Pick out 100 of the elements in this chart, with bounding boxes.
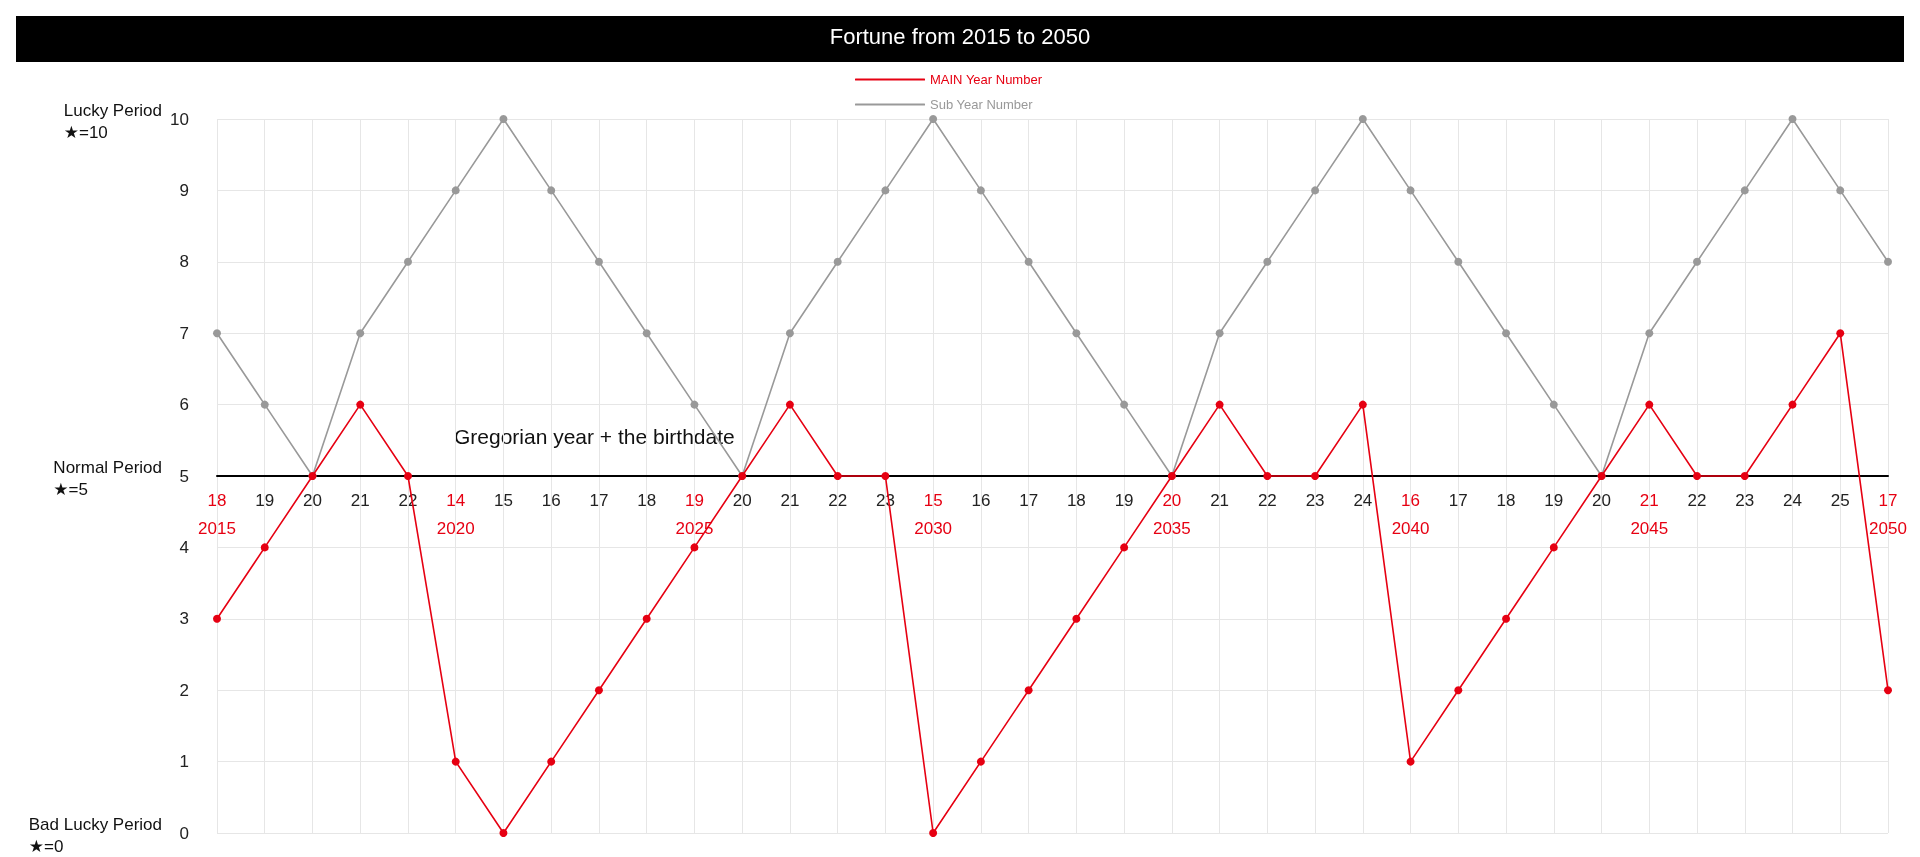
- point: [1884, 257, 1892, 266]
- x-tick-label: 16: [541, 490, 561, 510]
- point: [785, 400, 794, 409]
- text: Normal Period ★=5: [53, 457, 163, 499]
- x-tick-label: 18: [1496, 490, 1516, 510]
- x-tick-label: 17: [1019, 490, 1039, 510]
- point: [976, 757, 985, 766]
- point: [1645, 329, 1654, 338]
- point: [1311, 186, 1320, 195]
- x-tick-label: 23: [1305, 490, 1325, 510]
- text: Lucky Period ★=10: [63, 100, 163, 142]
- y-tick-label: 0: [179, 823, 189, 843]
- point: [1454, 257, 1463, 266]
- point: [1215, 329, 1224, 338]
- point: [1788, 115, 1797, 123]
- x-tick-label: 20: [303, 490, 322, 510]
- point: [1406, 186, 1415, 195]
- point: [594, 257, 603, 266]
- y-tick-label: 10: [170, 109, 189, 129]
- point: [1120, 400, 1129, 409]
- point: [499, 115, 508, 123]
- point: [1024, 686, 1033, 695]
- point: [929, 115, 938, 123]
- point: [499, 829, 508, 837]
- point: [594, 686, 603, 695]
- point: [403, 472, 412, 480]
- x-tick-label: 18: [637, 490, 657, 510]
- y-tick-label: 4: [179, 537, 189, 557]
- point: [1549, 400, 1558, 409]
- x-tick-label: 17: [589, 490, 609, 510]
- point: [1263, 257, 1272, 266]
- y-tick-label: 2: [179, 680, 189, 700]
- point: [1358, 115, 1367, 123]
- y-tick-label: 3: [179, 609, 189, 629]
- x-tick-label: 19: [255, 490, 275, 510]
- point: [260, 400, 269, 409]
- point: [547, 186, 556, 195]
- point: [833, 472, 842, 480]
- x-tick-label: 25: [1830, 490, 1850, 510]
- point: [929, 829, 938, 837]
- point: [1884, 686, 1892, 695]
- x-tick-label: 16 2040: [1391, 490, 1430, 538]
- point: [785, 329, 794, 338]
- x-tick-label: 22: [1687, 490, 1707, 510]
- point: [356, 329, 365, 338]
- x-tick-label: 24: [1353, 490, 1373, 510]
- point: [642, 329, 651, 338]
- point: [1502, 329, 1511, 338]
- point: [1788, 400, 1797, 409]
- point: [1263, 472, 1272, 480]
- point: [1120, 543, 1129, 552]
- point: [1740, 186, 1749, 195]
- point: [1072, 329, 1081, 338]
- x-tick-label: 15: [494, 490, 513, 510]
- point: [1549, 543, 1558, 552]
- x-tick-label: 21: [780, 490, 800, 510]
- point: [1454, 686, 1463, 695]
- series-label: Sub Year Number: [930, 97, 1034, 112]
- point: [1024, 257, 1033, 266]
- point: [260, 543, 269, 552]
- x-tick-label: 17: [1448, 490, 1468, 510]
- x-tick-label: 20 2035: [1152, 490, 1191, 538]
- x-tick-label: 23: [1735, 490, 1755, 510]
- point: [690, 400, 699, 409]
- x-tick-label: 18 2015: [198, 490, 236, 538]
- point: [451, 186, 460, 195]
- point: [403, 257, 412, 266]
- point: [1740, 472, 1749, 480]
- point: [690, 543, 699, 552]
- point: [1406, 757, 1415, 766]
- x-tick-label: 22: [1257, 490, 1277, 510]
- point: [881, 186, 890, 195]
- annotation: Gregorian year + the birthdate: [453, 425, 735, 448]
- x-tick-label: 22: [828, 490, 848, 510]
- x-tick-label: 24: [1783, 490, 1802, 510]
- point: [976, 186, 985, 195]
- text: MAIN Year Number: [930, 72, 1043, 87]
- x-tick-label: 20: [732, 490, 752, 510]
- x-tick-label: 14 2020: [436, 490, 475, 538]
- point: [1645, 400, 1654, 409]
- point: [1502, 614, 1511, 623]
- point: [1693, 472, 1702, 480]
- text: Bad Lucky Period ★=0: [28, 814, 163, 856]
- x-tick-label: 16: [971, 490, 991, 510]
- point: [1311, 472, 1320, 480]
- x-tick-label: 21: [1210, 490, 1230, 510]
- point: [213, 614, 221, 623]
- point: [1358, 400, 1367, 409]
- x-tick-label: 15 2030: [914, 490, 953, 538]
- chart-title: Fortune from 2015 to 2050: [829, 23, 1091, 49]
- y-tick-label: 5: [179, 466, 189, 486]
- point: [1215, 400, 1224, 409]
- point: [642, 614, 651, 623]
- y-tick-label: 9: [179, 180, 189, 200]
- y-tick-label: 6: [179, 395, 189, 415]
- x-tick-label: 18: [1066, 490, 1086, 510]
- point: [547, 757, 556, 766]
- x-tick-label: 19: [1114, 490, 1134, 510]
- point: [356, 400, 365, 409]
- point: [1836, 186, 1845, 195]
